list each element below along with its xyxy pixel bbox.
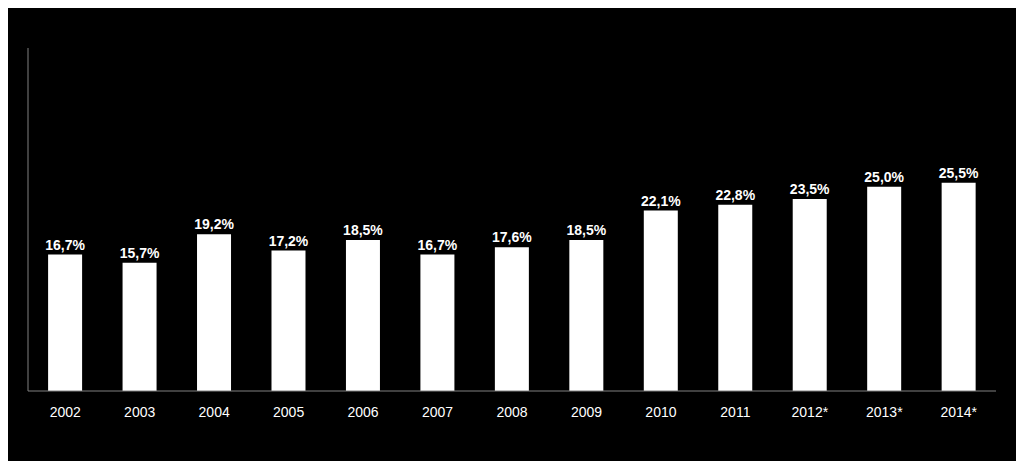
svg-text:23,5%: 23,5% xyxy=(790,181,830,197)
svg-text:15,7%: 15,7% xyxy=(120,245,160,261)
svg-text:2007: 2007 xyxy=(422,404,453,420)
svg-text:25,0%: 25,0% xyxy=(864,169,904,185)
svg-text:2008: 2008 xyxy=(496,404,527,420)
svg-text:19,2%: 19,2% xyxy=(194,216,234,232)
svg-text:17,2%: 17,2% xyxy=(269,233,309,249)
svg-text:2003: 2003 xyxy=(124,404,155,420)
svg-text:18,5%: 18,5% xyxy=(343,222,383,238)
svg-text:16,7%: 16,7% xyxy=(45,237,85,253)
svg-text:2002: 2002 xyxy=(50,404,81,420)
svg-text:2011: 2011 xyxy=(720,404,750,420)
svg-text:2004: 2004 xyxy=(199,404,230,420)
svg-text:17,6%: 17,6% xyxy=(492,229,532,245)
svg-text:18,5%: 18,5% xyxy=(566,222,606,238)
svg-text:2006: 2006 xyxy=(347,404,378,420)
svg-text:2014*: 2014* xyxy=(940,404,977,420)
svg-text:25,5%: 25,5% xyxy=(939,165,979,181)
svg-text:2009: 2009 xyxy=(571,404,602,420)
svg-text:22,8%: 22,8% xyxy=(715,187,755,203)
svg-text:2005: 2005 xyxy=(273,404,304,420)
svg-text:2013*: 2013* xyxy=(866,404,903,420)
svg-text:16,7%: 16,7% xyxy=(418,237,458,253)
svg-text:2012*: 2012* xyxy=(792,404,829,420)
svg-text:22,1%: 22,1% xyxy=(641,193,681,209)
svg-text:2010: 2010 xyxy=(645,404,676,420)
